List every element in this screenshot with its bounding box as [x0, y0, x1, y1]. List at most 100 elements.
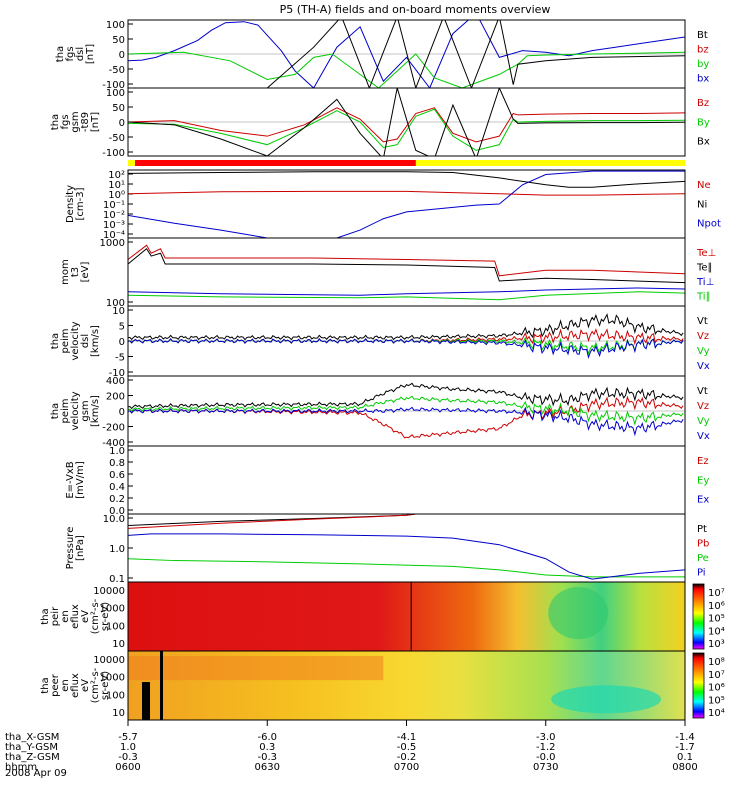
legend-mom_temp: Te⊥ — [696, 248, 716, 259]
series-peim_gsm-Vy — [128, 395, 684, 426]
series-fgs_gsm-By — [128, 108, 685, 151]
ylabel-density: Density — [65, 185, 76, 223]
ylabel-fgs_gsm: gsm — [70, 111, 81, 132]
ytick-fgs_gsm: -50 — [109, 133, 125, 144]
legend-fgs_dsl: bz — [697, 45, 709, 56]
ylabel-peir_spec: en — [60, 610, 71, 623]
colorbar-peer_spec — [692, 652, 705, 719]
ylabel-peim_dsl: peim — [60, 328, 71, 353]
panel-fgs_gsm: tha fgs gsm -t89 [nT] 100 50 0 -50 -100 Bz By Bx — [50, 87, 710, 159]
ytick-fgs_gsm: 0 — [119, 118, 125, 129]
ytick-e_vxb: 0.0 — [109, 506, 125, 517]
xtick-label: -0.2 — [397, 752, 417, 763]
ylabel-peim_dsl: [km/s] — [90, 325, 101, 357]
series-peim_gsm-Vx — [128, 406, 684, 437]
ytick-fgs_gsm: 50 — [112, 103, 125, 114]
xtick-label: -1.7 — [675, 742, 695, 753]
ytick-fgs_gsm: -100 — [102, 148, 125, 159]
series-fgs_gsm-Bx — [128, 88, 685, 156]
legend-peim_dsl: Vt — [697, 316, 708, 327]
colorbar-tick: 10⁸ — [708, 657, 725, 668]
ytick-peir_spec: 10000 — [93, 586, 125, 597]
ylabel-mom_temp: mom — [60, 259, 71, 285]
ytick-peim_dsl: 5 — [119, 322, 125, 333]
series-pressure-Pe — [128, 558, 685, 578]
ytick-fgs_dsl: -100 — [102, 80, 125, 91]
series-mom_temp-Ti⊥ — [128, 287, 685, 296]
ylabel-peer_spec: tha — [40, 677, 51, 693]
ylabel-peir_spec: (cm²-s- — [90, 598, 101, 634]
ytick-peer_spec: 10000 — [93, 655, 125, 666]
ytick-peim_gsm: -200 — [102, 423, 125, 434]
ylabel-mom_temp: [eV] — [80, 262, 91, 283]
xtick-label: -1.4 — [675, 732, 695, 743]
ytick-peir_spec: 1000 — [100, 604, 125, 615]
ylabel-peir_spec: tha — [40, 608, 51, 624]
low-flux-overlay — [551, 685, 662, 714]
date-label: 2008 Apr 09 — [5, 768, 67, 779]
colorbar-tick: 10³ — [708, 639, 725, 650]
colorbar-tick: 10⁶ — [708, 683, 725, 694]
ytick-peim_dsl: 0 — [119, 337, 125, 348]
ytick-fgs_dsl: -50 — [109, 65, 125, 76]
ytick-density: 10⁻³ — [103, 220, 125, 231]
panel-peir_spec: tha peir en eflux eV (cm²-s-sr-eV)10⁷10⁶10⁵10… — [40, 581, 725, 652]
panel-fgs_dsl: tha fgs dsl [nT] 100 50 0 -50 -100 Bt bz by bx — [55, 19, 709, 91]
ylabel-fgs_dsl: tha — [55, 46, 66, 62]
legend-fgs_dsl: by — [697, 59, 709, 70]
legend-peim_gsm: Vy — [697, 416, 710, 427]
legend-pressure: Pi — [697, 568, 706, 579]
series-peim_gsm-Vz — [128, 395, 684, 439]
xtick-label: 0630 — [255, 762, 280, 773]
data-gap — [142, 682, 150, 720]
panel-pressure: Pressure [nPa] 10.0 1.0 0.1 Pt Pb Pe Pi — [65, 513, 709, 585]
legend-peim_gsm: Vz — [697, 401, 709, 412]
ytick-density: 10⁻¹ — [103, 200, 125, 211]
ytick-e_vxb: 1.0 — [109, 446, 125, 457]
ylabel-fgs_gsm: fgs — [60, 114, 71, 129]
ytick-peim_dsl: 10 — [112, 306, 125, 317]
ytick-density: 10⁰ — [108, 190, 125, 201]
xtick-label: -0.3 — [118, 752, 138, 763]
ytick-peir_spec: 10 — [112, 639, 125, 650]
xtick-label: 0600 — [115, 762, 140, 773]
axis-row-label: tha_Z-GSM — [5, 752, 60, 763]
panel-peer_spec: tha peer en eflux eV (cm²-s-sr-eV)10⁸10⁷10⁶10… — [40, 650, 725, 721]
legend-peim_dsl: Vz — [697, 331, 709, 342]
ytick-fgs_dsl: 0 — [119, 50, 125, 61]
ytick-fgs_dsl: 100 — [106, 20, 125, 31]
ylabel-peir_spec: eflux — [70, 604, 81, 629]
series-mom_temp-Te⊥ — [128, 244, 685, 277]
ylabel-e_vxb: [mV/m] — [75, 461, 86, 499]
legend-mom_temp: Ti⊥ — [696, 277, 714, 288]
panel-mom_temp: mom t3 [eV] 1000 100 Te⊥ Te∥ Ti⊥ Ti∥ — [60, 237, 716, 309]
colorbar-tick: 10⁴ — [708, 708, 725, 719]
ylabel-fgs_dsl: [nT] — [85, 44, 96, 64]
figure-title: P5 (TH-A) fields and on-board moments ov… — [280, 3, 551, 16]
colorbar-peir_spec — [692, 583, 705, 650]
ylabel-peim_dsl: velocity — [70, 321, 81, 360]
ylabel-peer_spec: (cm²-s- — [90, 667, 101, 703]
colorbar-tick: 10⁵ — [708, 695, 725, 706]
xtick-label: -3.0 — [536, 732, 556, 743]
panel-peim_gsm: tha peim velocity gsm [km/s] 400 200 0 -200 -400 V… — [50, 375, 710, 449]
legend-density: Ni — [697, 199, 707, 210]
ylabel-peir_spec: peir — [50, 606, 61, 626]
colorbar-tick: 10⁵ — [708, 614, 725, 625]
series-peim_gsm-Vt — [128, 382, 684, 410]
xtick-label: 0.3 — [259, 742, 275, 753]
frame-density — [127, 169, 686, 239]
ytick-fgs_gsm: 100 — [106, 88, 125, 99]
xtick-label: 1.0 — [120, 742, 136, 753]
series-peim_dsl-Vt — [128, 313, 684, 341]
ytick-peim_gsm: 400 — [106, 376, 125, 387]
axis-row-label: tha_Y-GSM — [5, 742, 58, 753]
xtick-label: -0.0 — [536, 752, 556, 763]
series-density-Ni — [128, 171, 685, 188]
legend-fgs_dsl: bx — [697, 74, 709, 85]
ylabel-peim_gsm: [km/s] — [90, 395, 101, 427]
xtick-label: -5.7 — [118, 732, 138, 743]
ylabel-peir_spec: eV — [80, 610, 91, 623]
ytick-e_vxb: 0.8 — [109, 458, 125, 469]
legend-pressure: Pe — [697, 553, 709, 564]
